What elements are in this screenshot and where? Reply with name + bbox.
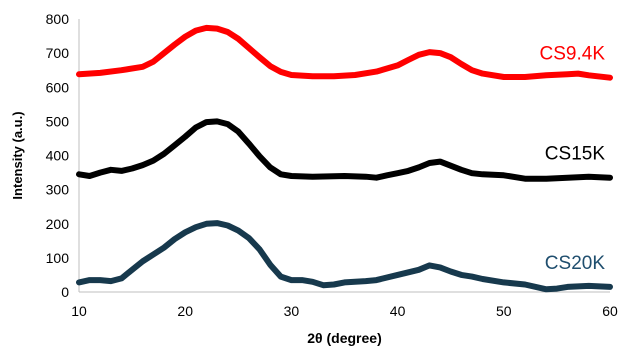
y-tick-label: 400 xyxy=(46,148,70,164)
y-axis-title: Intensity (a.u.) xyxy=(10,111,25,199)
y-tick-label: 100 xyxy=(46,250,70,266)
series-line xyxy=(76,220,613,293)
y-tick-label: 600 xyxy=(46,79,70,95)
x-tick-label: 10 xyxy=(71,303,87,319)
y-tick-labels: 0 100 200 300 400 500 600 700 800 xyxy=(46,11,70,300)
series-line xyxy=(76,24,613,81)
x-tick-labels: 10 20 30 40 50 60 xyxy=(71,303,618,319)
series-label: CS9.4K xyxy=(540,44,606,65)
series-cs9-4k: CS9.4K xyxy=(76,24,613,81)
series-cs15k: CS15K xyxy=(76,118,613,182)
series-label: CS15K xyxy=(545,144,606,165)
x-tick-label: 40 xyxy=(390,303,406,319)
series-line xyxy=(76,118,613,182)
x-axis-title: 2θ (degree) xyxy=(307,330,381,346)
axes-group xyxy=(78,19,610,293)
y-tick-label: 800 xyxy=(46,11,70,27)
y-tick-label: 500 xyxy=(46,113,70,129)
y-tick-label: 200 xyxy=(46,216,70,232)
series-label: CS20K xyxy=(545,253,606,274)
y-tick-label: 700 xyxy=(46,45,70,61)
y-tick-label: 300 xyxy=(46,182,70,198)
x-tick-label: 50 xyxy=(496,303,512,319)
x-tick-label: 30 xyxy=(284,303,300,319)
series-layer: CS9.4K CS15K CS20K xyxy=(76,24,613,293)
x-tick-label: 20 xyxy=(177,303,193,319)
series-cs20k: CS20K xyxy=(76,220,613,293)
x-tick-label: 60 xyxy=(602,303,618,319)
y-tick-label: 0 xyxy=(61,284,69,300)
